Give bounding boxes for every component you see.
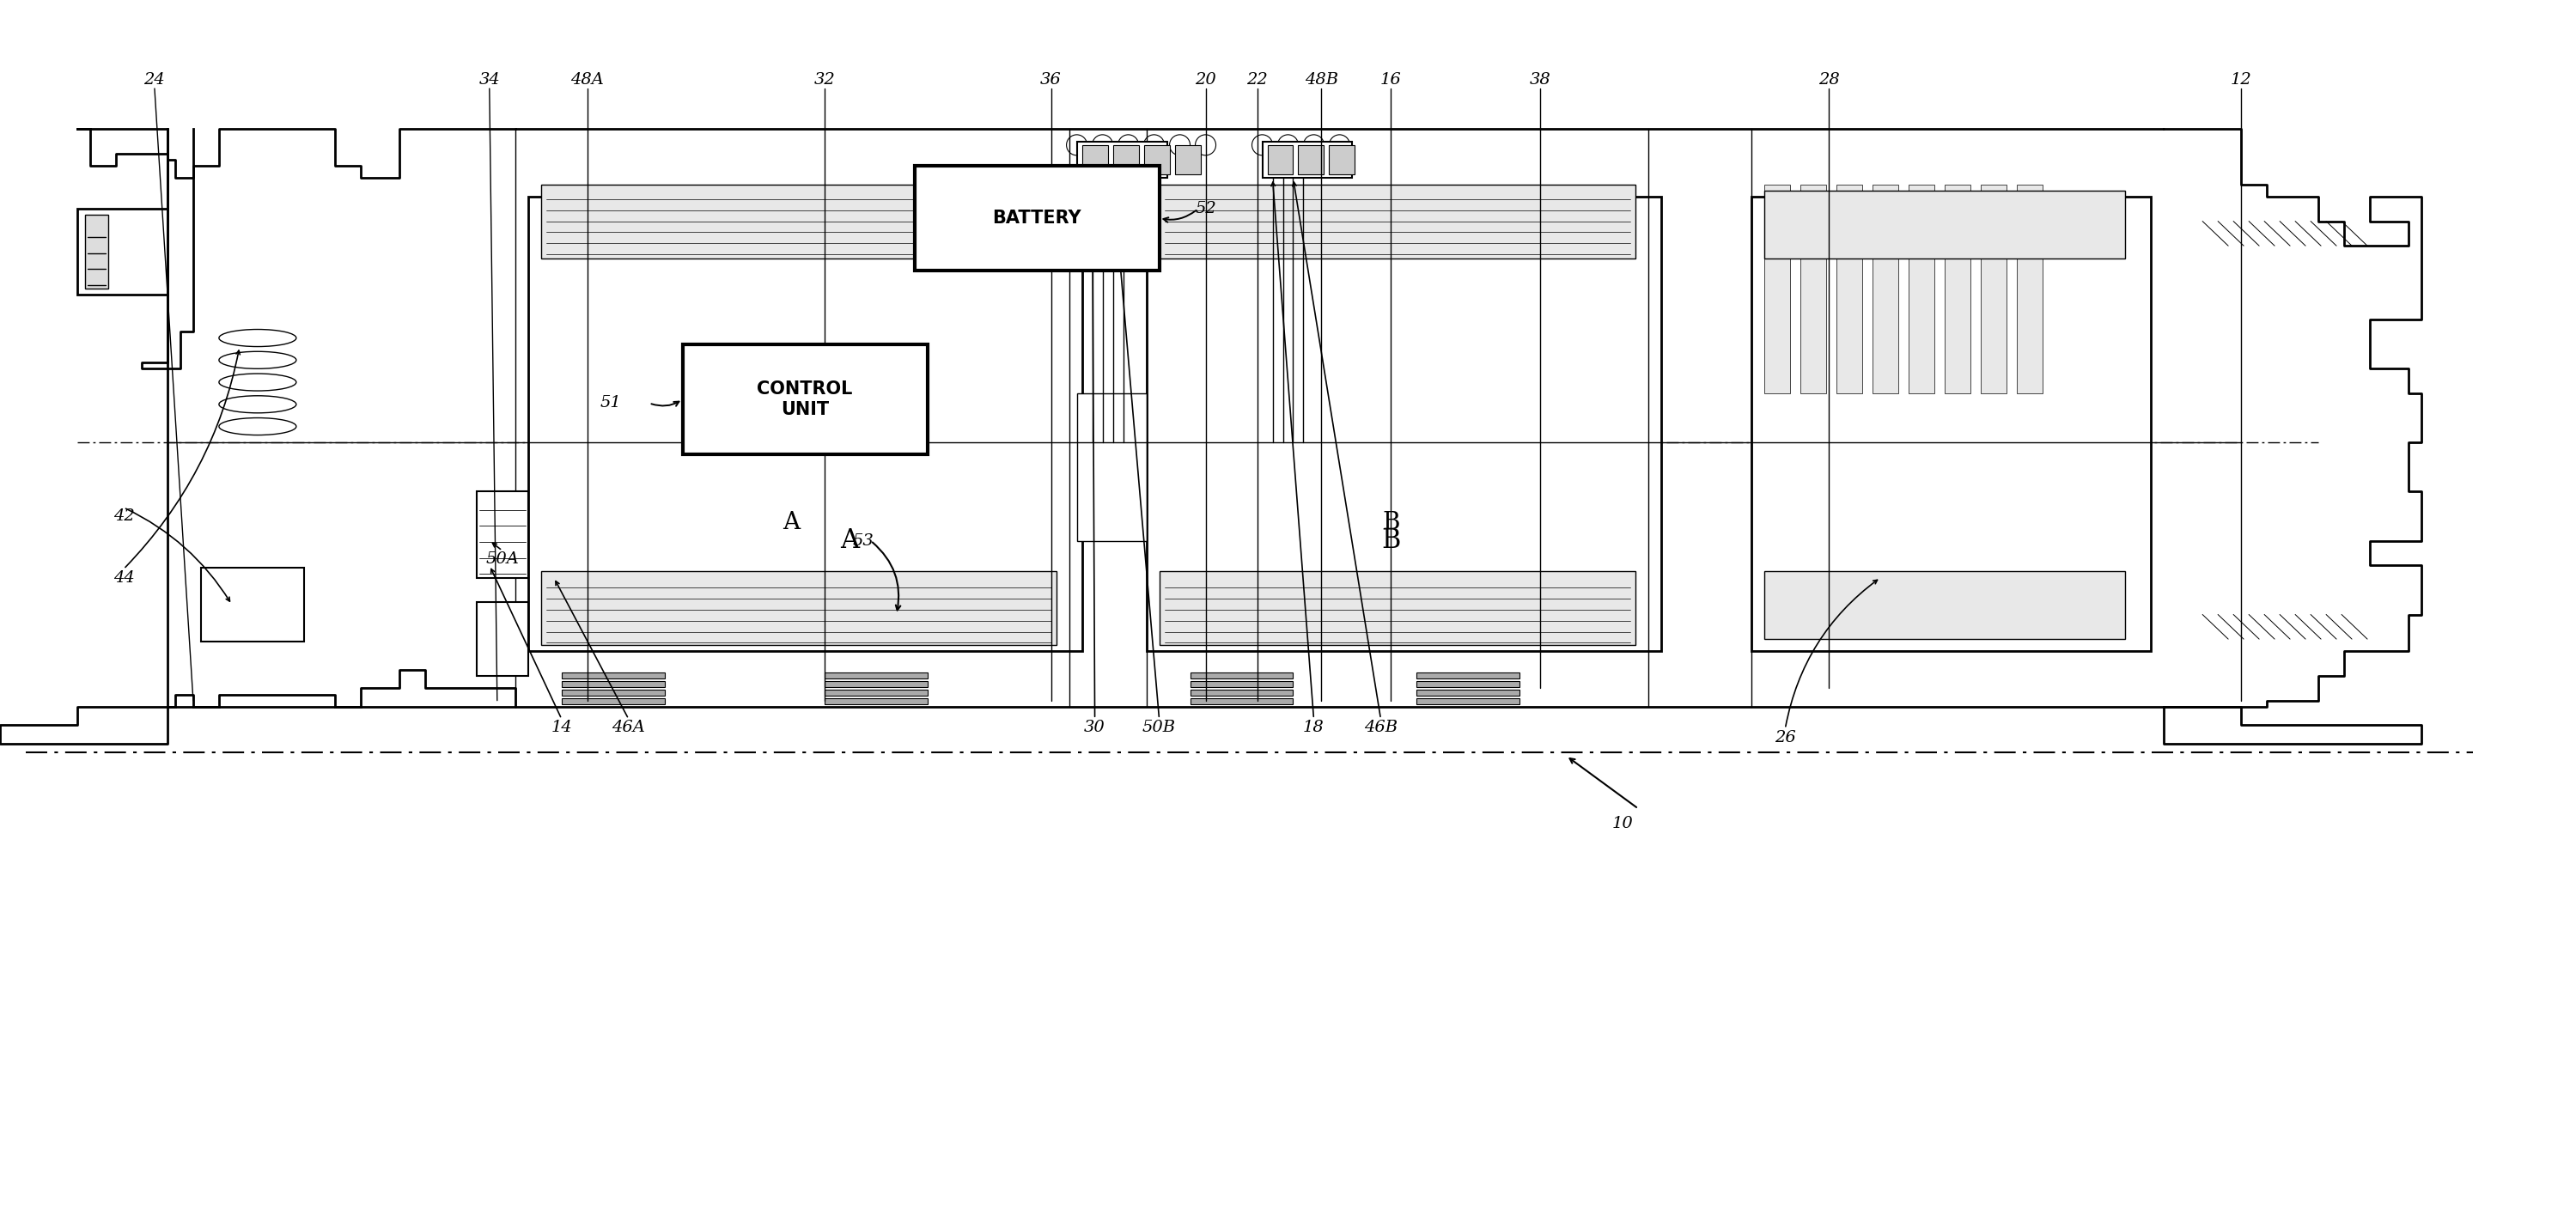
Bar [1190,681,1293,687]
Bar [1190,698,1293,704]
Bar [1873,184,1899,393]
Bar [562,672,665,678]
Bar [1262,141,1352,178]
Text: 50B: 50B [1141,720,1177,735]
Text: 34: 34 [479,73,500,87]
Text: 24: 24 [144,73,165,87]
Bar [1417,689,1520,696]
Bar [1837,184,1862,393]
Text: 10: 10 [1613,816,1633,831]
Bar [77,209,167,295]
Text: 48A: 48A [572,73,603,87]
Bar [477,492,528,578]
Bar [1752,197,2151,651]
Bar [562,698,665,704]
Text: 32: 32 [814,73,835,87]
Bar [914,166,1159,270]
Bar [2017,184,2043,393]
Text: 51: 51 [600,396,621,410]
Bar [1082,145,1108,175]
Text: 38: 38 [1530,73,1551,87]
Text: 14: 14 [551,720,572,735]
Text: 48B: 48B [1303,73,1340,87]
Text: 42: 42 [113,509,134,524]
Bar [1298,145,1324,175]
Bar [1329,145,1355,175]
Text: B: B [1383,511,1399,533]
Bar [1144,145,1170,175]
Text: CONTROL
UNIT: CONTROL UNIT [757,380,853,419]
Text: 12: 12 [2231,73,2251,87]
Bar [824,689,927,696]
Bar [1417,672,1520,678]
Bar [1077,141,1167,178]
Text: 53: 53 [853,533,873,548]
Bar [201,568,304,642]
Text: 46A: 46A [613,720,644,735]
Text: BATTERY: BATTERY [992,210,1082,226]
Bar [1267,145,1293,175]
Bar [824,681,927,687]
Bar [1981,184,2007,393]
Text: 36: 36 [1041,73,1061,87]
Text: 52: 52 [1195,202,1216,216]
Bar [1765,571,2125,639]
Text: 30: 30 [1084,720,1105,735]
Text: B: B [1381,527,1401,554]
Bar [824,698,927,704]
Text: 50A: 50A [487,552,518,567]
Bar [1077,393,1146,541]
Text: 28: 28 [1819,73,1839,87]
Text: 16: 16 [1381,73,1401,87]
Bar [541,184,1056,258]
Bar [85,215,108,289]
Bar [1146,197,1662,651]
Bar [1190,672,1293,678]
Bar [1417,681,1520,687]
Bar [1801,184,1826,393]
Bar [824,672,927,678]
Text: 46B: 46B [1363,720,1399,735]
Bar [1190,689,1293,696]
Bar [1909,184,1935,393]
Text: 18: 18 [1303,720,1324,735]
Text: 20: 20 [1195,73,1216,87]
Bar [1175,145,1200,175]
Bar [1945,184,1971,393]
Bar [1765,184,1790,393]
Text: 44: 44 [113,570,134,585]
Text: 22: 22 [1247,73,1267,87]
Bar [1159,571,1636,645]
Bar [541,571,1056,645]
Bar [1417,698,1520,704]
Bar [1113,145,1139,175]
Bar [477,602,528,676]
Bar [683,344,927,455]
Text: A: A [783,511,799,533]
Bar [562,689,665,696]
Bar [1765,190,2125,258]
Text: A: A [840,527,860,554]
Bar [1159,184,1636,258]
Bar [562,681,665,687]
Text: 26: 26 [1775,730,1795,745]
Bar [528,197,1082,651]
